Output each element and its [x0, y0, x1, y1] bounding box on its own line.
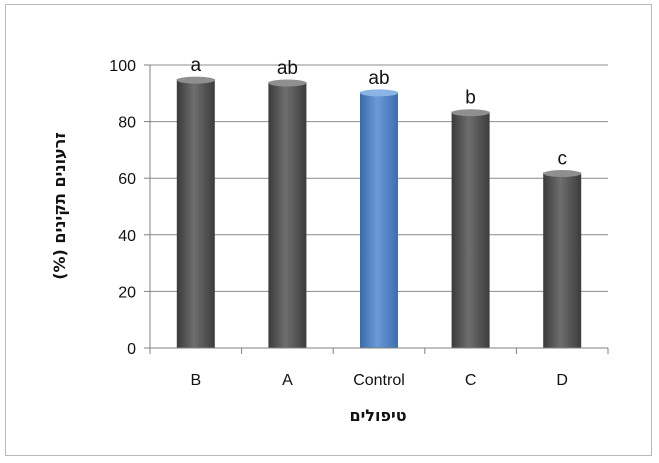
y-tick-label: 80: [118, 115, 136, 132]
category-label-c: C: [465, 372, 477, 389]
labels: 0 20 40 60 80 100 a Bab Aab Control b Cc D: [109, 55, 568, 389]
category-label-a: A: [282, 372, 293, 389]
data-label-control: ab: [368, 68, 389, 89]
category-label-control: Control: [353, 372, 405, 389]
category-label-b: B: [190, 372, 201, 389]
data-label-a: ab: [277, 58, 298, 79]
y-tick-label: 60: [118, 171, 136, 188]
y-tick-label: 100: [109, 58, 136, 75]
bar-cap-d: [543, 170, 582, 178]
y-tick-label: 40: [118, 228, 136, 245]
y-tick-label: 20: [118, 284, 136, 301]
axes: [144, 64, 609, 354]
bar-c: [451, 111, 490, 348]
bar-b: [176, 79, 215, 349]
bars: [176, 76, 582, 349]
bar-cap-a: [268, 79, 307, 87]
bar-cap-b: [176, 76, 215, 84]
y-axis-title: זרעונים תקינים (%): [50, 132, 69, 280]
bar-cap-control: [360, 89, 398, 97]
bar-control: [360, 91, 398, 348]
data-label-b: a: [191, 55, 202, 76]
category-label-d: D: [556, 372, 568, 389]
bar-a: [268, 81, 307, 348]
data-label-d: c: [557, 149, 567, 170]
y-tick-label: 0: [127, 341, 136, 358]
bar-d: [543, 172, 582, 348]
bar-cap-c: [451, 109, 490, 117]
data-label-c: b: [465, 88, 476, 109]
x-axis-title: טיפולים: [349, 406, 406, 425]
